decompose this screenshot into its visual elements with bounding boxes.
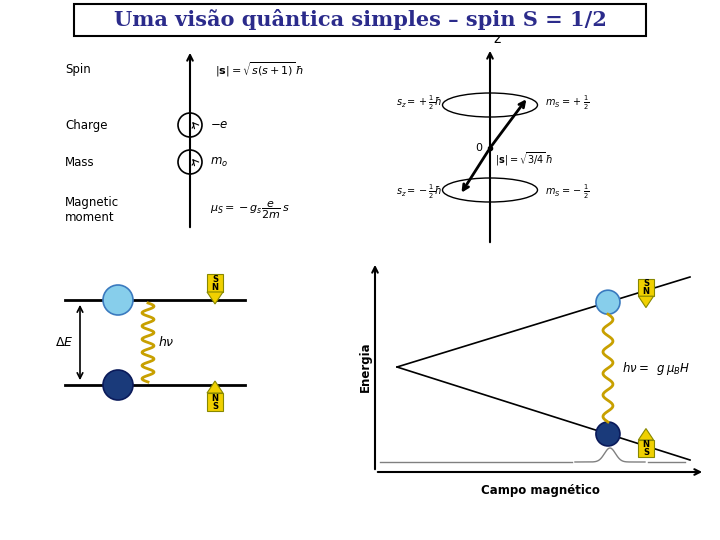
FancyBboxPatch shape (639, 279, 654, 296)
Text: S: S (212, 274, 218, 284)
Circle shape (103, 285, 133, 315)
Polygon shape (207, 292, 223, 304)
FancyBboxPatch shape (74, 4, 646, 36)
Polygon shape (639, 296, 654, 308)
Text: Spin: Spin (65, 64, 91, 77)
Polygon shape (639, 429, 654, 440)
Text: Campo magnético: Campo magnético (480, 484, 600, 497)
Text: $h\nu = \;\; g\,\mu_B H$: $h\nu = \;\; g\,\mu_B H$ (622, 360, 690, 376)
Text: Mass: Mass (65, 156, 94, 168)
Text: S: S (212, 402, 218, 411)
Circle shape (596, 290, 620, 314)
Text: $\mu_S = -g_s \dfrac{e}{2m}\,s$: $\mu_S = -g_s \dfrac{e}{2m}\,s$ (210, 199, 289, 221)
Text: N: N (212, 283, 218, 292)
Text: Uma visão quântica simples – spin S = 1/2: Uma visão quântica simples – spin S = 1/… (114, 10, 606, 30)
Text: $s_z = -\frac{1}{2}\hbar$: $s_z = -\frac{1}{2}\hbar$ (396, 183, 442, 201)
Circle shape (596, 422, 620, 446)
Text: $m_S = -\frac{1}{2}$: $m_S = -\frac{1}{2}$ (545, 183, 590, 201)
Polygon shape (207, 381, 223, 393)
Text: $|\mathbf{s}|=\sqrt{3/4}\,\hbar$: $|\mathbf{s}|=\sqrt{3/4}\,\hbar$ (495, 150, 553, 167)
Text: S: S (643, 448, 649, 457)
FancyBboxPatch shape (639, 440, 654, 457)
Text: $m_o$: $m_o$ (210, 156, 228, 168)
Text: $|\mathbf{s}| = \sqrt{s(s+1)}\,\hbar$: $|\mathbf{s}| = \sqrt{s(s+1)}\,\hbar$ (215, 60, 304, 79)
FancyBboxPatch shape (207, 393, 223, 411)
Text: $h\nu$: $h\nu$ (158, 335, 174, 349)
Text: $m_S = +\frac{1}{2}$: $m_S = +\frac{1}{2}$ (545, 94, 590, 112)
Text: $-e$: $-e$ (210, 118, 228, 132)
Text: S: S (643, 279, 649, 288)
FancyBboxPatch shape (207, 274, 223, 292)
Text: N: N (642, 287, 649, 296)
Text: Magnetic
moment: Magnetic moment (65, 196, 119, 224)
Text: $s_z = +\frac{1}{2}\hbar$: $s_z = +\frac{1}{2}\hbar$ (396, 94, 442, 112)
Text: Energia: Energia (359, 342, 372, 393)
Circle shape (103, 370, 133, 400)
Text: $\Delta E$: $\Delta E$ (55, 336, 73, 349)
Text: 0: 0 (475, 143, 482, 153)
Text: z: z (493, 32, 500, 46)
Text: N: N (212, 394, 218, 402)
Text: Charge: Charge (65, 118, 107, 132)
Text: N: N (642, 440, 649, 449)
